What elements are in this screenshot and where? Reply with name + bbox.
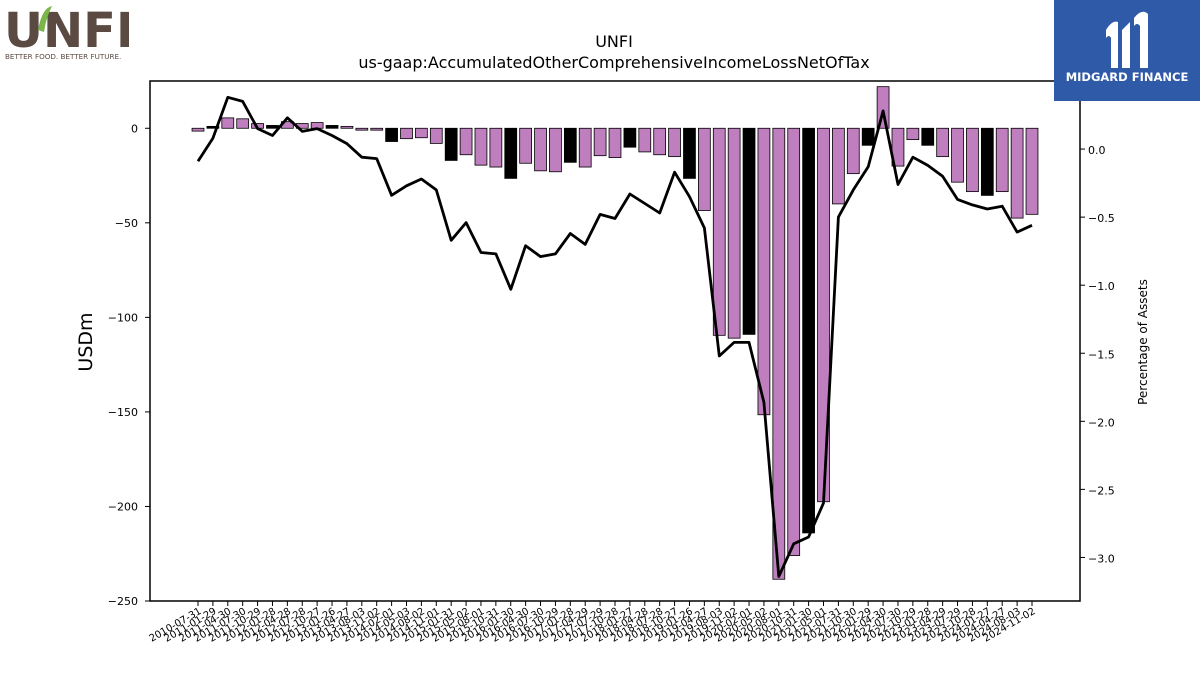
unfi-logo-wordmark: UNFI (4, 4, 129, 59)
y-tick-label: −250 (108, 595, 138, 608)
bar (504, 127, 518, 179)
bar (459, 127, 473, 156)
bar (698, 127, 711, 211)
bar (519, 127, 533, 164)
bar (638, 127, 652, 153)
bar (489, 127, 503, 168)
bar (415, 127, 428, 139)
plot-frame (149, 80, 1081, 602)
y-tick-label: −100 (108, 311, 138, 324)
bar (906, 127, 920, 141)
midgard-logo-text: MIDGARD FINANCE (1066, 70, 1189, 84)
right-axis-ticks: 0.0 −0.5 −1.0 −1.5 −2.0 −2.5 −3.0 (1080, 144, 1115, 565)
bar (385, 127, 398, 142)
bar (578, 127, 592, 168)
bar (802, 127, 815, 534)
bar (563, 127, 577, 163)
leaf-icon (38, 6, 52, 32)
bar (400, 127, 413, 140)
y2-tick-label: −0.5 (1088, 212, 1115, 225)
bar (221, 117, 235, 129)
y-tick-label: −200 (108, 500, 138, 513)
bar (995, 127, 1009, 193)
y-axis-label: USDm (75, 312, 97, 371)
bar (266, 125, 279, 129)
bar (325, 125, 339, 129)
chart-subtitle: us-gaap:AccumulatedOtherComprehensiveInc… (358, 53, 869, 72)
bar (727, 127, 741, 339)
bar (1010, 127, 1024, 219)
bar (742, 127, 756, 335)
bar (891, 127, 905, 167)
bar (444, 127, 458, 161)
bar (623, 127, 637, 148)
bar (534, 127, 547, 172)
bar (653, 127, 667, 156)
unfi-logo-tagline: BETTER FOOD. BETTER FUTURE. (5, 52, 121, 61)
bar (355, 127, 369, 131)
bar (936, 127, 950, 158)
bar (787, 127, 801, 557)
bar (846, 127, 860, 175)
bar (861, 127, 875, 146)
y2-axis-label: Percentage of Assets (1136, 279, 1150, 405)
bar (549, 127, 562, 173)
bar (876, 86, 890, 129)
percentage-of-assets-line (196, 95, 1033, 578)
bar (429, 127, 443, 144)
y2-tick-label: −3.0 (1088, 552, 1115, 565)
y2-tick-label: 0.0 (1088, 144, 1106, 157)
bar (236, 118, 250, 129)
y2-tick-label: −1.5 (1088, 348, 1115, 361)
unfi-logo-tm: ™ (120, 41, 126, 48)
left-axis-ticks: 0 −50 −100 −150 −200 −250 (108, 122, 150, 608)
bar (951, 127, 964, 183)
y2-tick-label: −2.0 (1088, 416, 1115, 429)
bar (980, 127, 994, 196)
bar (921, 127, 935, 146)
bar (683, 127, 696, 179)
bar (832, 127, 845, 205)
unfi-logo: UNFI ™ BETTER FOOD. BETTER FUTURE. (4, 3, 134, 62)
bar (712, 127, 726, 336)
bar (474, 127, 488, 166)
y-tick-label: −50 (115, 217, 138, 230)
midgard-emblem-icon (1106, 11, 1148, 68)
y-tick-label: 0 (131, 122, 138, 135)
bar (191, 127, 205, 132)
x-axis-ticks: 2010-07-312011-01-292011-04-302011-07-30… (148, 601, 1038, 645)
bar (370, 127, 384, 131)
midgard-finance-logo: MIDGARD FINANCE (1054, 0, 1200, 101)
y2-tick-label: −1.0 (1088, 280, 1115, 293)
y-tick-label: −150 (108, 406, 138, 419)
bar (608, 127, 622, 158)
bar (593, 127, 607, 157)
bar (1025, 127, 1039, 215)
bar (206, 125, 220, 129)
bars (191, 86, 1039, 580)
bar (340, 125, 354, 129)
bar (772, 127, 786, 580)
bar (757, 127, 771, 416)
chart-title: UNFI (595, 32, 633, 51)
bar (668, 127, 681, 158)
y2-tick-label: −2.5 (1088, 484, 1115, 497)
bar (966, 127, 979, 193)
